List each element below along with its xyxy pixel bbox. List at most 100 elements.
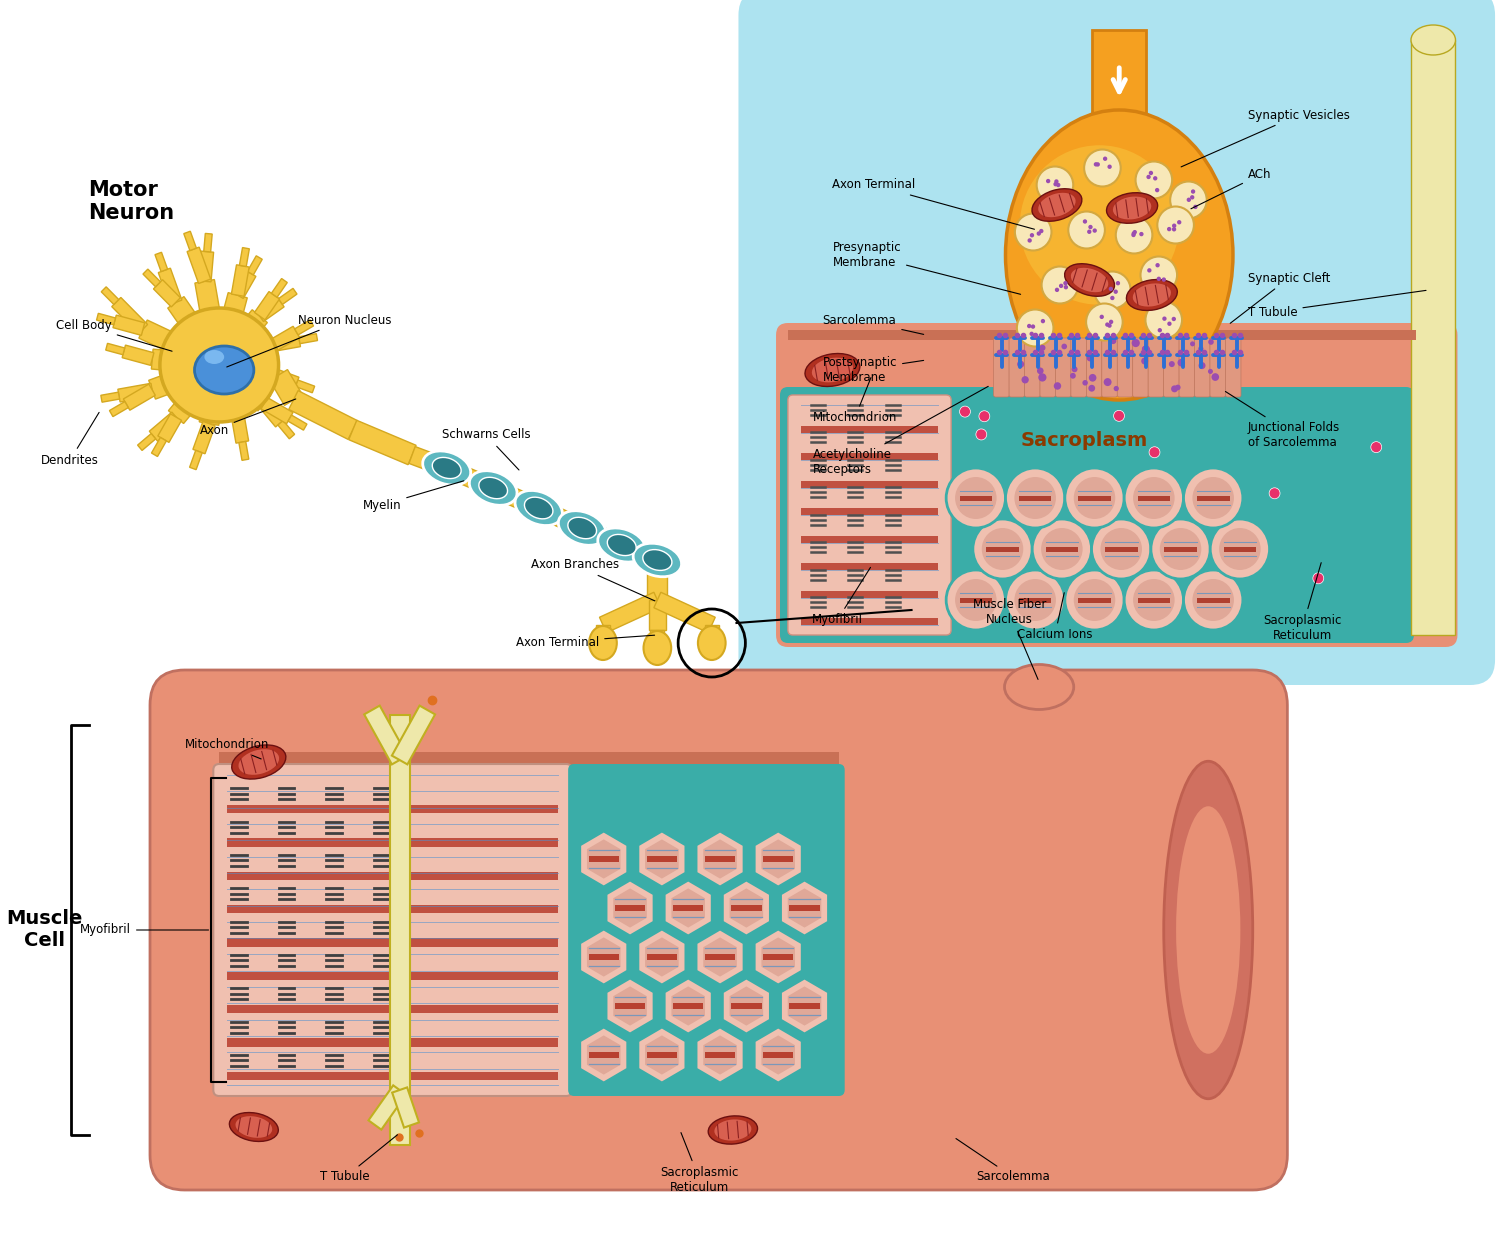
- Circle shape: [1178, 358, 1185, 367]
- Polygon shape: [168, 296, 228, 371]
- Circle shape: [1054, 180, 1059, 184]
- Polygon shape: [154, 252, 168, 272]
- Circle shape: [1036, 367, 1044, 374]
- Ellipse shape: [478, 477, 507, 498]
- FancyBboxPatch shape: [788, 396, 951, 635]
- Bar: [1137, 598, 1170, 603]
- Circle shape: [1088, 229, 1092, 234]
- Ellipse shape: [644, 549, 672, 570]
- Circle shape: [1156, 277, 1161, 281]
- Polygon shape: [152, 438, 166, 456]
- Circle shape: [1106, 322, 1110, 327]
- Bar: [801, 425, 938, 433]
- Circle shape: [1132, 579, 1174, 621]
- FancyBboxPatch shape: [1118, 339, 1132, 397]
- Polygon shape: [168, 358, 226, 424]
- Circle shape: [1005, 570, 1065, 630]
- Circle shape: [1005, 467, 1065, 528]
- Bar: [1019, 496, 1052, 501]
- Polygon shape: [369, 1085, 407, 1130]
- Circle shape: [1162, 316, 1167, 321]
- Text: Myofibril: Myofibril: [812, 568, 870, 626]
- Bar: [646, 856, 676, 862]
- Bar: [226, 971, 558, 980]
- Polygon shape: [278, 420, 294, 439]
- Circle shape: [1092, 520, 1150, 579]
- Circle shape: [1192, 477, 1234, 520]
- Circle shape: [1107, 165, 1112, 169]
- Polygon shape: [153, 280, 180, 308]
- Bar: [764, 1052, 794, 1058]
- Circle shape: [1190, 195, 1194, 200]
- Bar: [226, 838, 558, 847]
- Text: ACh: ACh: [1191, 169, 1272, 208]
- Circle shape: [1108, 286, 1113, 291]
- Circle shape: [1184, 467, 1244, 528]
- Circle shape: [1101, 528, 1142, 570]
- Ellipse shape: [644, 631, 670, 665]
- Circle shape: [1036, 232, 1041, 236]
- FancyBboxPatch shape: [993, 339, 1010, 397]
- Circle shape: [1040, 229, 1044, 233]
- Polygon shape: [272, 368, 298, 389]
- Bar: [226, 939, 558, 946]
- Bar: [1078, 598, 1112, 603]
- Circle shape: [1210, 520, 1269, 579]
- Circle shape: [1158, 207, 1194, 243]
- Ellipse shape: [1164, 761, 1252, 1099]
- Ellipse shape: [231, 745, 286, 779]
- Bar: [764, 856, 794, 862]
- Circle shape: [1174, 384, 1180, 391]
- Polygon shape: [298, 334, 318, 343]
- Circle shape: [1198, 362, 1206, 370]
- Circle shape: [1172, 316, 1176, 321]
- Ellipse shape: [1107, 192, 1158, 223]
- Text: Postsynaptic
Membrane: Postsynaptic Membrane: [822, 356, 924, 384]
- Circle shape: [1149, 171, 1154, 175]
- Bar: [1224, 547, 1256, 552]
- Circle shape: [1142, 357, 1148, 365]
- Text: Sacroplasmic
Reticulum: Sacroplasmic Reticulum: [660, 1132, 740, 1194]
- Circle shape: [1029, 331, 1033, 336]
- Bar: [226, 1071, 558, 1080]
- Ellipse shape: [590, 626, 616, 660]
- Circle shape: [1036, 166, 1072, 203]
- Bar: [674, 1003, 704, 1009]
- Bar: [960, 496, 992, 501]
- Polygon shape: [195, 279, 230, 367]
- Circle shape: [1065, 467, 1124, 528]
- Circle shape: [1186, 197, 1191, 202]
- Circle shape: [1041, 528, 1083, 570]
- Circle shape: [1212, 373, 1219, 381]
- Circle shape: [1113, 386, 1119, 391]
- Polygon shape: [294, 320, 314, 335]
- Ellipse shape: [806, 353, 859, 387]
- Circle shape: [1155, 263, 1160, 268]
- Polygon shape: [272, 279, 288, 298]
- Circle shape: [976, 429, 987, 440]
- Circle shape: [1028, 238, 1032, 243]
- Circle shape: [1124, 467, 1184, 528]
- Text: Motor
Neuron: Motor Neuron: [87, 180, 174, 223]
- Polygon shape: [159, 268, 182, 305]
- Circle shape: [1017, 310, 1053, 346]
- Polygon shape: [364, 706, 408, 764]
- Polygon shape: [296, 379, 315, 393]
- Text: Muscle Fiber
Nucleus: Muscle Fiber Nucleus: [974, 598, 1046, 680]
- Circle shape: [1014, 477, 1056, 520]
- Bar: [1164, 547, 1197, 552]
- Circle shape: [1132, 229, 1137, 234]
- Bar: [801, 590, 938, 598]
- Ellipse shape: [238, 749, 279, 775]
- Polygon shape: [273, 334, 300, 351]
- Circle shape: [1167, 321, 1172, 326]
- Circle shape: [1116, 281, 1120, 285]
- Circle shape: [1198, 346, 1203, 351]
- Bar: [390, 715, 410, 1145]
- Bar: [705, 954, 735, 960]
- Bar: [705, 856, 735, 862]
- Circle shape: [1094, 162, 1098, 166]
- Polygon shape: [536, 500, 586, 536]
- Circle shape: [1172, 386, 1178, 392]
- FancyBboxPatch shape: [1040, 339, 1056, 397]
